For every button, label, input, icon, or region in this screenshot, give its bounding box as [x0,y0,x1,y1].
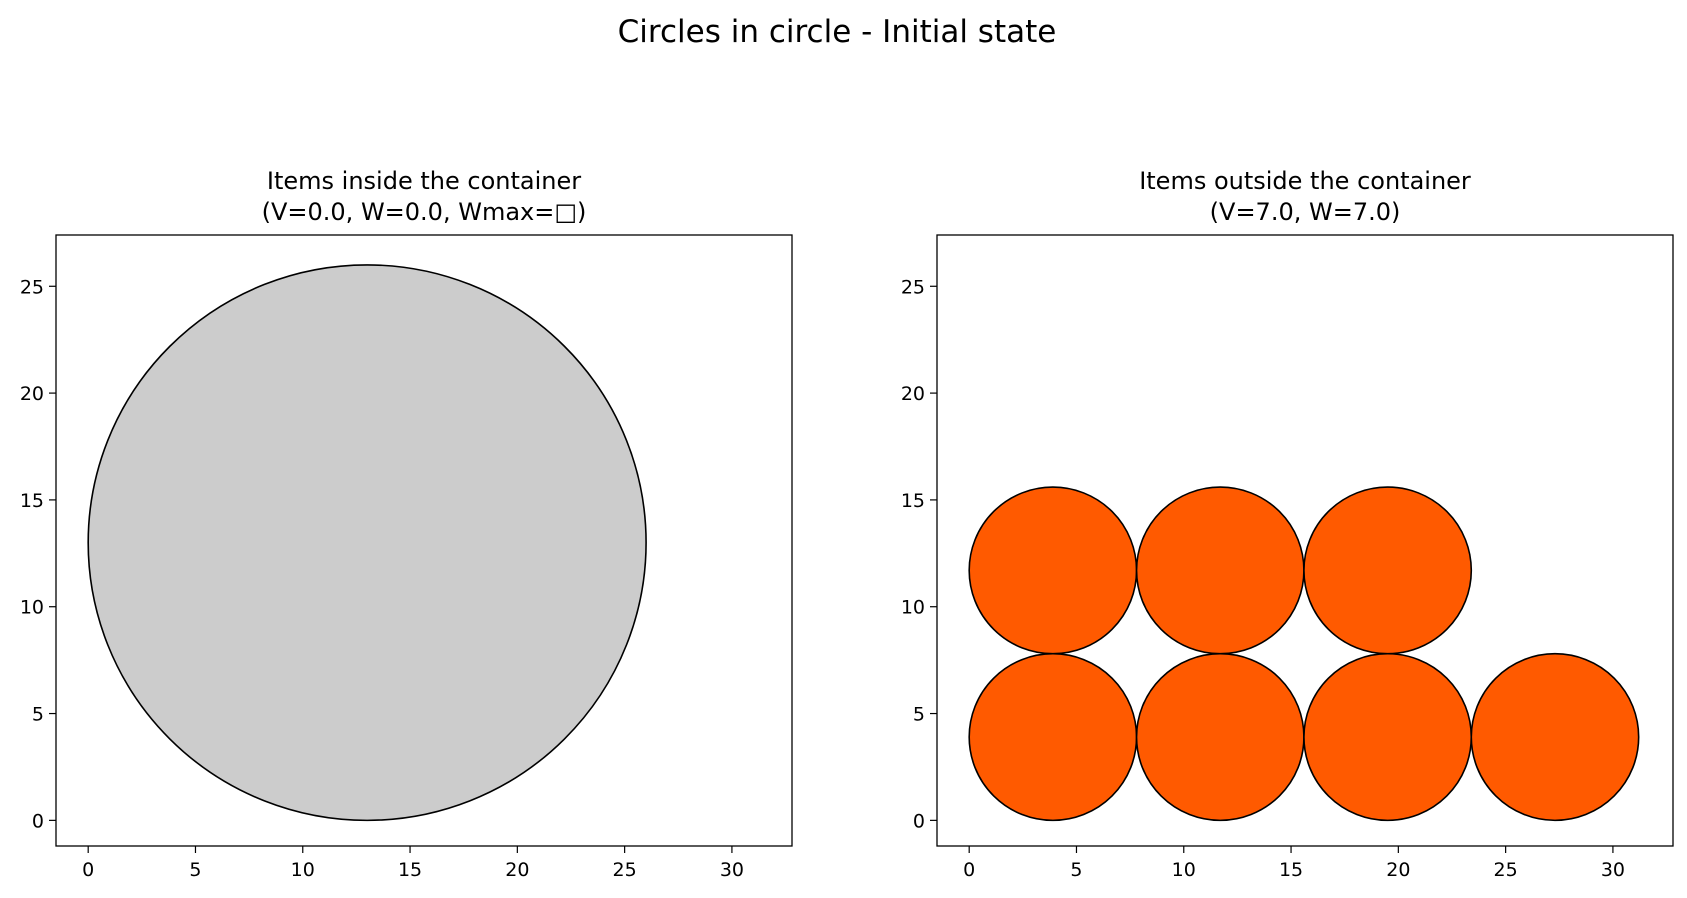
y-tick-label: 20 [901,383,925,405]
x-tick-label: 0 [963,859,975,881]
container-circle [87,264,647,822]
x-tick-label: 15 [1279,859,1303,881]
item-3-circle [1303,652,1473,822]
x-tick-label: 10 [1172,859,1196,881]
y-tick-label: 0 [32,810,44,832]
x-tick-label: 20 [505,859,529,881]
subplot-title-line1: Items inside the container [267,167,581,195]
subplot-title-line2: (V=7.0, W=7.0) [1210,198,1401,226]
axes-frame [936,234,1674,847]
figure-suptitle: Circles in circle - Initial state [618,14,1057,50]
subplot-title-line1: Items outside the container [1139,167,1471,195]
y-tick-label: 5 [913,704,925,726]
x-tick-label: 10 [291,859,315,881]
item-5-circle [968,486,1138,655]
y-tick-label: 15 [901,490,925,512]
subplot-title-line2: (V=0.0, W=0.0, Wmax=□) [262,198,587,226]
x-tick-label: 5 [189,859,201,881]
y-tick-label: 5 [32,704,44,726]
item-2-circle [1135,652,1305,822]
item-7-circle [1303,486,1473,655]
y-tick-label: 10 [901,597,925,619]
subplot-1: 0 5 10 15 20 25 30 0 5 10 15 20 25 Items inside the c… [20,167,793,881]
item-6-circle [1135,486,1305,655]
y-tick-label: 15 [20,490,44,512]
x-tick-label: 20 [1386,859,1410,881]
subplots: 0 5 10 15 20 25 30 0 5 10 15 20 25 Items inside the c… [20,167,1674,881]
shapes-group [87,264,647,822]
x-tick-label: 25 [613,859,637,881]
y-tick-label: 25 [20,276,44,298]
x-tick-label: 30 [1601,859,1625,881]
x-tick-label: 25 [1494,859,1518,881]
y-tick-label: 25 [901,276,925,298]
shapes-group [968,486,1640,822]
y-tick-label: 0 [913,810,925,832]
subplot-2: 0 5 10 15 20 25 30 0 5 10 15 20 25 Items outside the … [901,167,1674,881]
item-1-circle [968,652,1138,822]
x-tick-label: 15 [398,859,422,881]
y-tick-label: 10 [20,597,44,619]
x-tick-label: 30 [720,859,744,881]
x-tick-label: 5 [1070,859,1082,881]
x-tick-label: 0 [82,859,94,881]
y-tick-label: 20 [20,383,44,405]
axes-frame [55,234,793,847]
item-4-circle [1470,652,1640,822]
